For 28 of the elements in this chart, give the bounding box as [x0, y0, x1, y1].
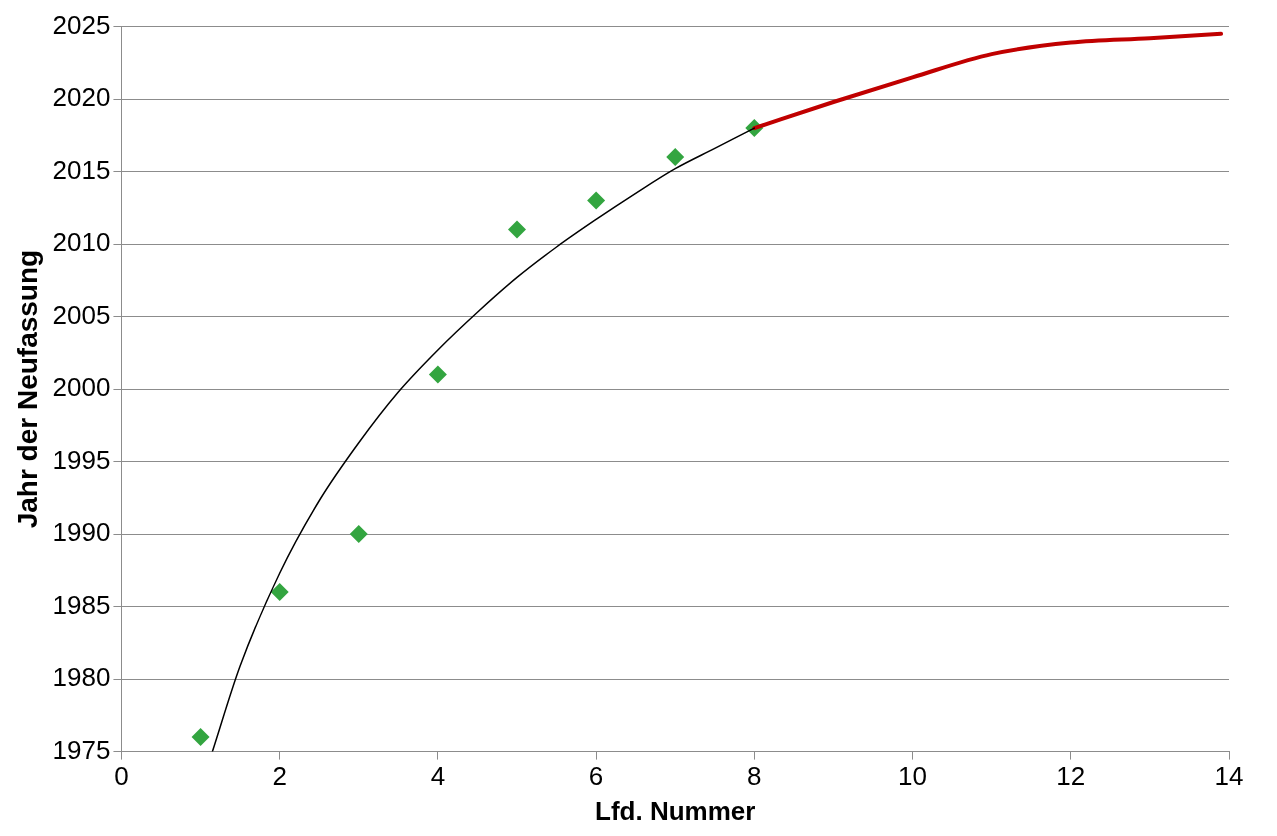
point: [508, 220, 526, 239]
x-tick-label: 6: [588, 761, 604, 792]
y-tick-label: 1995: [52, 444, 111, 475]
y-tick-label: 2025: [52, 9, 111, 40]
y-tick-label: 2015: [52, 154, 111, 185]
y-tick-label: 1990: [52, 517, 111, 548]
x-tick-label: 14: [1214, 761, 1244, 792]
point: [349, 525, 368, 544]
x-tick-label: 2: [272, 761, 287, 792]
y-tick-label: 1975: [52, 734, 111, 765]
x-tick-label: 4: [430, 761, 446, 792]
x-tick-label: 10: [898, 761, 928, 792]
y-tick-label: 2000: [52, 372, 111, 403]
x-tick-label: 0: [114, 761, 129, 792]
y-tick-label: 2010: [52, 227, 111, 258]
point: [428, 365, 447, 384]
y-axis-title: Jahr der Neufassung: [11, 249, 43, 529]
y-tick-label: 1985: [52, 589, 111, 620]
y-tick-label: 1980: [52, 662, 111, 693]
y-tick-label: 2005: [52, 299, 111, 330]
point: [270, 583, 289, 602]
point: [191, 728, 210, 747]
x-tick-label: 12: [1056, 761, 1086, 792]
point: [587, 191, 606, 210]
y-tick-label: 2020: [52, 82, 111, 113]
x-tick-label: 8: [747, 761, 762, 792]
x-axis-title: Lfd. Nummer: [595, 795, 756, 826]
point: [666, 148, 685, 167]
